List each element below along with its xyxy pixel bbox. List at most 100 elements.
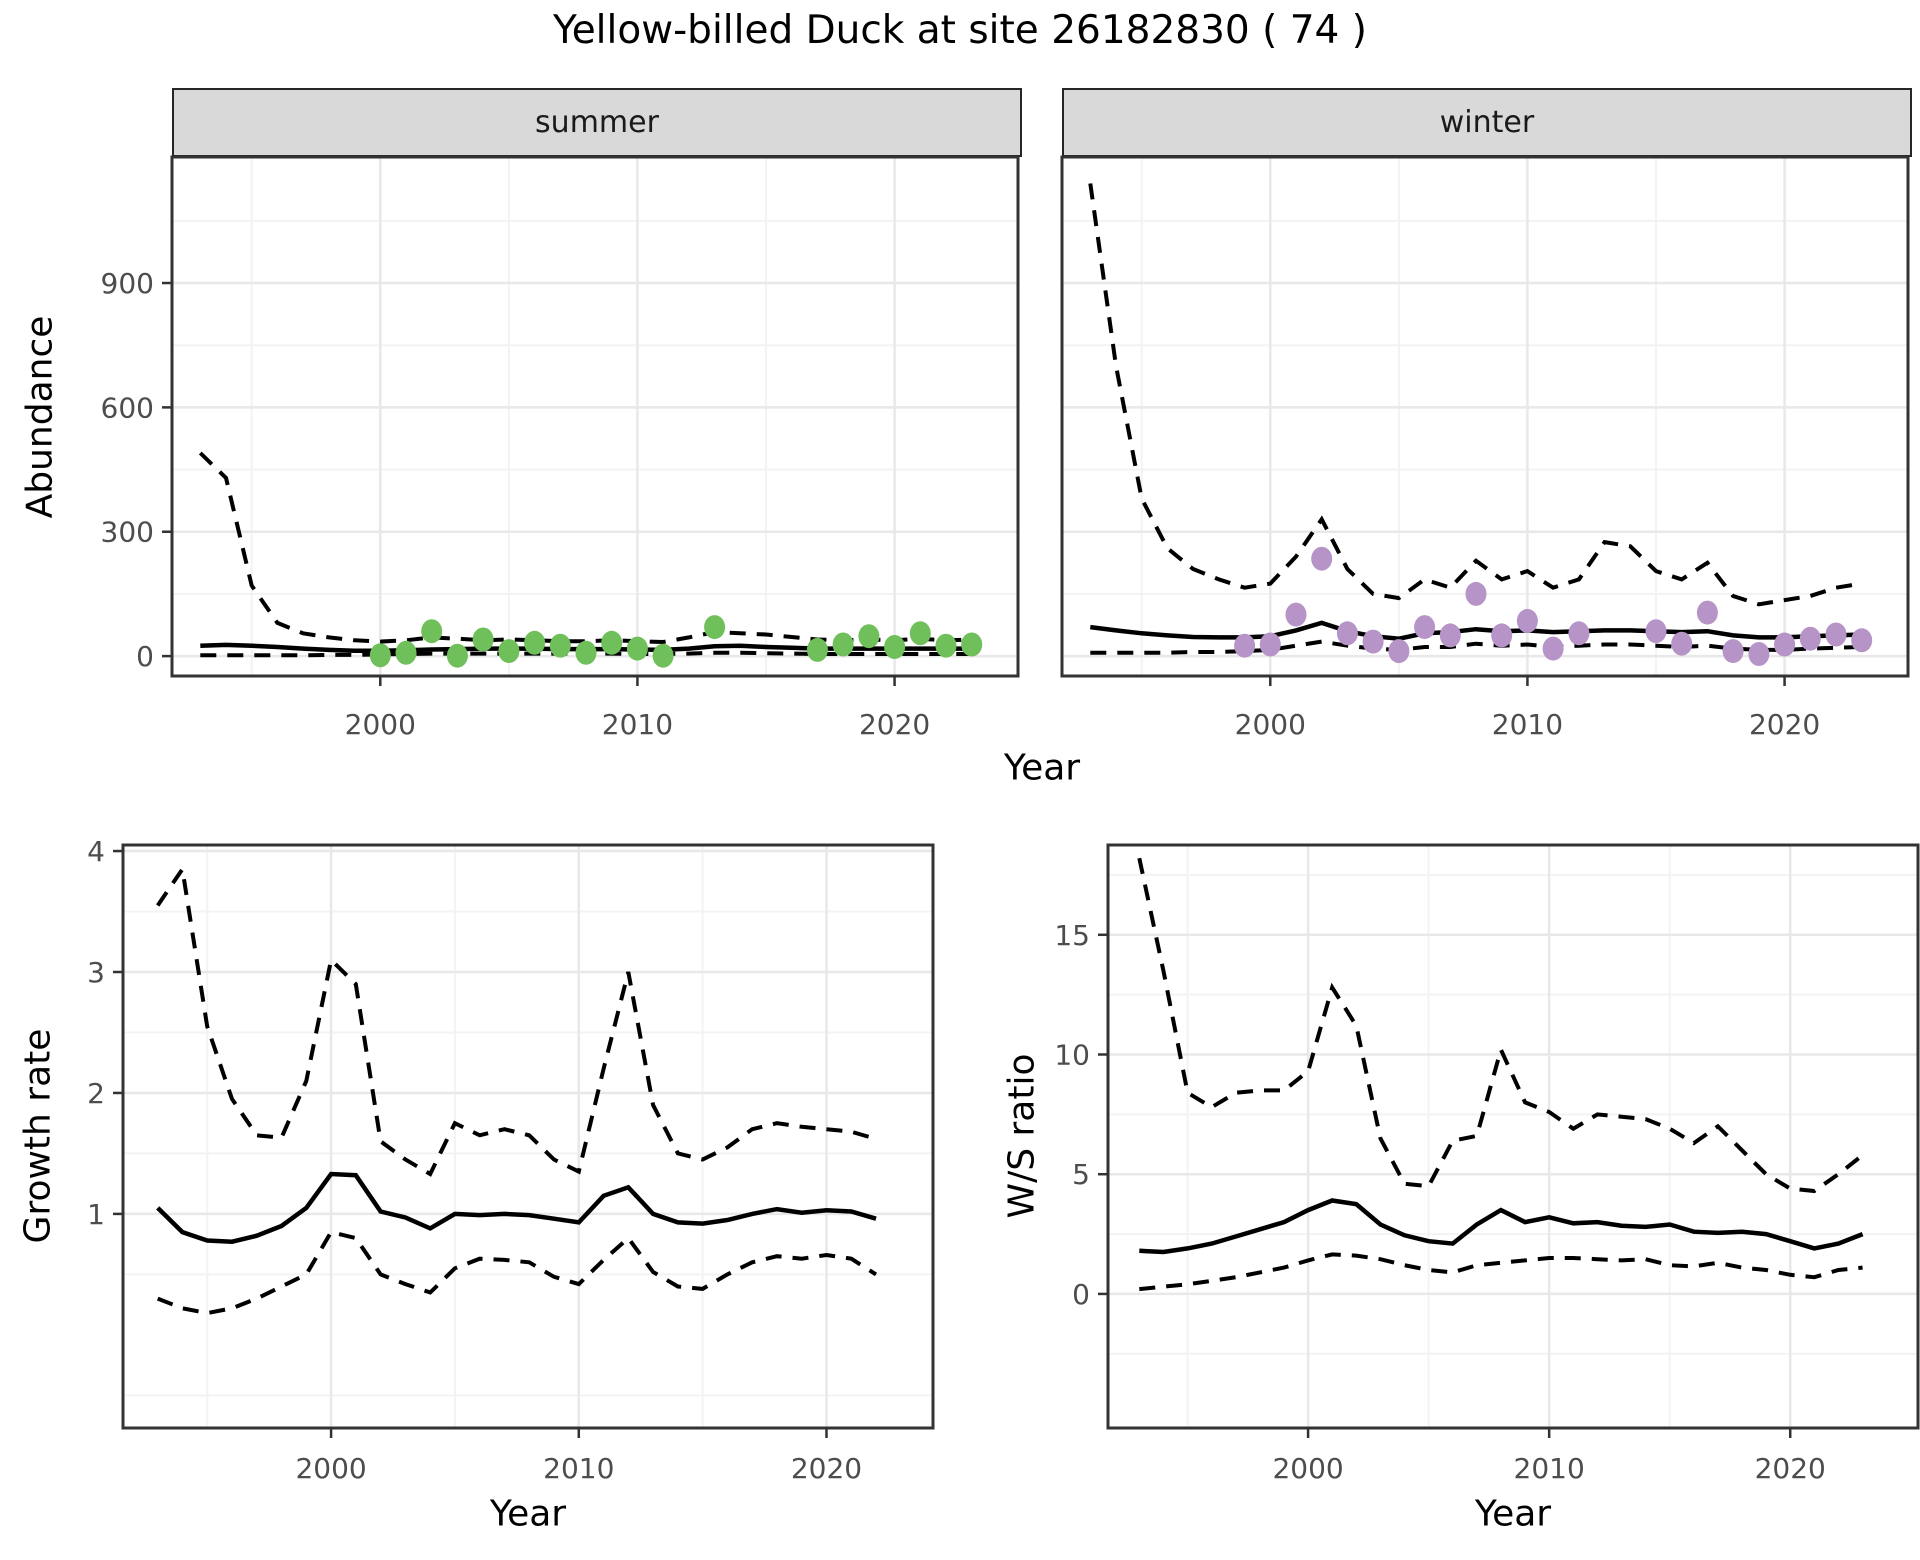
y-tick-label-abundance_summer: 300 [101,516,154,549]
y-tick-label-growth: 4 [87,835,105,868]
line-abundance_winter-lower95 [1090,639,1862,655]
panel-growth: 2000 2010 2020 1 2 3 4 [87,835,935,1485]
point-abundance_winter [1491,623,1513,648]
point-abundance_summer [601,630,623,655]
point-abundance_winter [1259,632,1281,657]
facet-strip-summer: summer [172,88,1022,157]
line-growth-upper95 [156,863,877,1177]
point-abundance_summer [498,639,520,664]
x-tick-label-growth: 2020 [791,1452,862,1485]
panel-border-abundance_winter [1060,155,1910,678]
series-abundance_winter [1088,183,1863,655]
y-tick-label-growth: 1 [87,1198,105,1231]
point-abundance_winter [1388,639,1410,664]
point-abundance_summer [472,627,494,652]
panel-border-ws [1106,843,1920,1430]
line-growth-lower95 [156,1229,878,1316]
y-tick-label-abundance_summer: 0 [136,640,154,673]
facet-strip-winter-label: winter [1439,105,1535,140]
facet-strip-winter: winter [1062,88,1912,157]
series-abundance_summer [198,451,972,658]
point-abundance_summer [858,624,880,649]
x-tick-label-abundance_winter: 2010 [1492,708,1563,741]
points-abundance_summer [369,615,983,668]
point-abundance_winter [1799,626,1821,651]
chart-title: Yellow-billed Duck at site 26182830 ( 74… [553,8,1367,53]
axis-abundance_summer: 2000 2010 2020 0 300 600 900 [101,267,931,741]
point-abundance_summer [806,637,828,662]
point-abundance_winter [1362,629,1384,654]
x-tick-label-abundance_summer: 2020 [859,708,930,741]
point-abundance_winter [1311,546,1333,571]
y-tick-label-ws: 15 [1054,919,1090,952]
y-tick-label-growth: 2 [87,1077,105,1110]
line-abundance_winter-mean [1090,620,1862,641]
point-abundance_winter [1465,581,1487,606]
point-abundance_summer [884,635,906,659]
point-abundance_winter [1671,631,1693,656]
x-tick-label-ws: 2000 [1272,1452,1343,1485]
y-tick-label-ws: 0 [1072,1278,1090,1311]
point-abundance_winter [1336,621,1358,646]
point-abundance_winter [1825,622,1847,647]
point-abundance_winter [1285,602,1307,627]
point-abundance_winter [1645,619,1667,644]
panel-abundance_winter: 2000 2010 2020 [1060,155,1910,741]
points-abundance_winter [1234,546,1873,666]
x-tick-label-abundance_winter: 2020 [1749,708,1820,741]
point-abundance_winter [1516,608,1538,633]
y-tick-label-ws: 10 [1054,1038,1090,1071]
panel-ws: 2000 2010 2020 0 5 10 15 [1054,843,1920,1485]
y-tick-label-growth: 3 [87,956,105,989]
x-axis-title-year-bottom-right: Year [1474,1493,1552,1535]
line-ws-upper95 [1137,857,1864,1194]
line-growth-mean [156,1171,877,1244]
point-abundance_summer [704,615,726,640]
point-abundance_winter [1774,632,1796,657]
x-tick-label-growth: 2010 [543,1452,614,1485]
x-axis-title-year-bottom-left: Year [489,1493,567,1535]
point-abundance_summer [395,640,417,665]
line-abundance_summer-upper95 [198,451,972,645]
line-abundance_winter-upper95 [1088,183,1863,607]
panel-border-growth [121,843,935,1430]
gridlines-ws [1108,845,1918,1428]
point-abundance_summer [626,636,648,661]
line-ws-lower95 [1139,1252,1863,1292]
x-tick-label-abundance_summer: 2000 [345,708,416,741]
gridlines-growth [123,845,933,1428]
x-tick-label-abundance_winter: 2000 [1235,708,1306,741]
point-abundance_summer [549,633,571,658]
axis-ws: 2000 2010 2020 0 5 10 15 [1054,919,1826,1485]
point-abundance_summer [935,633,957,658]
gridlines-abundance_summer [172,157,1018,676]
y-tick-label-ws: 5 [1072,1158,1090,1191]
point-abundance_summer [575,640,597,665]
point-abundance_winter [1722,639,1744,664]
point-abundance_summer [961,632,983,657]
series-growth [156,863,878,1316]
point-abundance_winter [1542,636,1564,661]
point-abundance_summer [369,643,391,668]
point-abundance_summer [909,621,931,646]
x-tick-label-growth: 2000 [295,1452,366,1485]
axis-growth: 2000 2010 2020 1 2 3 4 [87,835,862,1485]
facet-strip-summer-label: summer [535,105,659,140]
point-abundance_summer [524,630,546,655]
panel-border-abundance_summer [170,155,1020,678]
x-tick-label-ws: 2020 [1755,1452,1826,1485]
series-ws [1137,857,1864,1292]
x-tick-label-abundance_summer: 2010 [602,708,673,741]
x-axis-title-year-top: Year [1003,747,1081,789]
point-abundance_summer [446,643,468,668]
y-tick-label-abundance_summer: 900 [101,267,154,300]
x-tick-label-ws: 2010 [1514,1452,1585,1485]
point-abundance_winter [1439,623,1461,648]
line-ws-mean [1139,1198,1864,1255]
point-abundance_summer [832,632,854,657]
panel-abundance_summer: 2000 2010 2020 0 300 600 900 [101,155,1020,741]
point-abundance_winter [1851,628,1873,653]
point-abundance_winter [1696,600,1718,625]
point-abundance_winter [1414,615,1436,640]
